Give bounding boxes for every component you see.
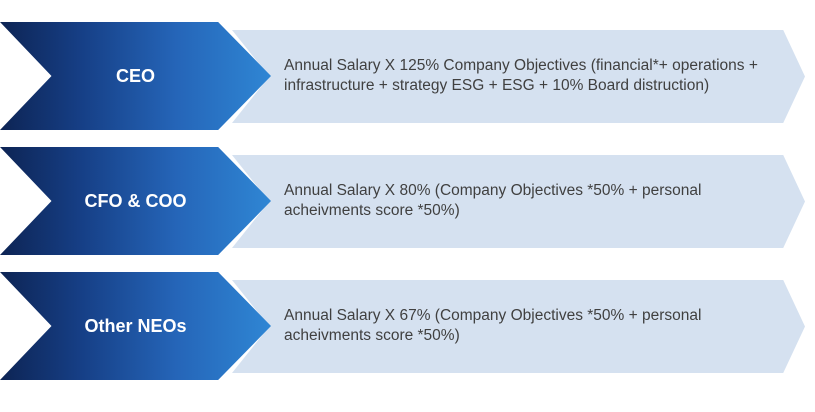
bonus-row-other-neos: Annual Salary X 67% (Company Objectives … [0,272,815,380]
formula-text: Annual Salary X 125% Company Objectives … [284,57,758,94]
bonus-row-ceo: Annual Salary X 125% Company Objectives … [0,22,815,130]
formula-text: Annual Salary X 67% (Company Objectives … [284,307,702,344]
formula-text: Annual Salary X 80% (Company Objectives … [284,182,702,219]
description-arrow [232,30,805,123]
description-arrow [232,280,805,373]
role-label: CEO [115,65,155,86]
description-arrow [232,155,805,248]
bonus-row-cfo-coo: Annual Salary X 80% (Company Objectives … [0,147,815,255]
role-label: CFO & COO [84,190,187,211]
role-label: Other NEOs [84,315,187,336]
